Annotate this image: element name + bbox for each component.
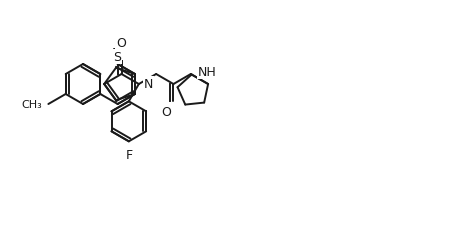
Text: S: S — [113, 51, 121, 63]
Text: N: N — [144, 78, 153, 91]
Text: O: O — [117, 37, 126, 50]
Text: CH₃: CH₃ — [22, 100, 42, 109]
Text: N: N — [112, 47, 121, 60]
Text: F: F — [125, 149, 133, 162]
Text: NH: NH — [198, 65, 217, 78]
Text: O: O — [162, 106, 172, 118]
